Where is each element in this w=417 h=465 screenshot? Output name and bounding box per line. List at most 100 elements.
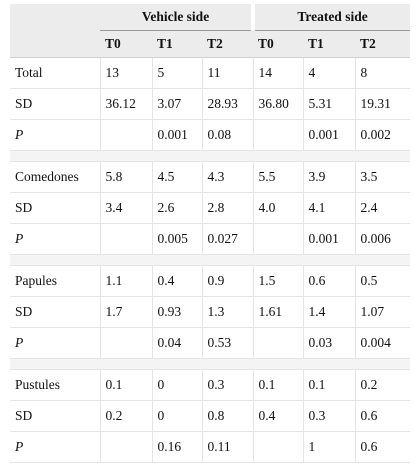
table-row: Pustules 0.1 0 0.3 0.1 0.1 0.2 (10, 369, 411, 401)
row-label: Pustules (10, 369, 100, 401)
row-label: SD (10, 88, 100, 120)
cell: 0.04 (151, 327, 202, 359)
column-header-row: T0 T1 T2 T0 T1 T2 (10, 30, 411, 58)
cell: 0.53 (201, 327, 254, 359)
cell: 3.4 (99, 192, 152, 224)
table-row: Total 13 5 11 14 4 8 (10, 57, 411, 89)
cell: 36.80 (252, 88, 304, 120)
table-row: P 0.16 0.11 1 0.6 (10, 431, 411, 463)
cell: 5.5 (252, 161, 304, 193)
section-spacer (10, 358, 411, 370)
cell: 0.6 (354, 431, 411, 463)
cell (99, 223, 152, 255)
cell: 0.001 (151, 119, 202, 151)
row-label: Total (10, 57, 100, 89)
cell (99, 119, 152, 151)
cell: 0.4 (252, 400, 304, 432)
cell: 0.08 (201, 119, 254, 151)
row-label: SD (10, 400, 100, 432)
table-row: Papules 1.1 0.4 0.9 1.5 0.6 0.5 (10, 265, 411, 297)
cell (252, 431, 304, 463)
row-label: P (10, 119, 100, 151)
cell: 2.4 (354, 192, 411, 224)
cell: 0.001 (302, 119, 356, 151)
cell: 0.6 (354, 400, 411, 432)
cell: 0.4 (151, 265, 202, 297)
table-body: Total 13 5 11 14 4 8 SD 36.12 3.07 28.93 36.80 5.31 1… (10, 57, 411, 463)
cell: 1.5 (252, 265, 304, 297)
cell: 14 (252, 57, 304, 89)
row-label: P (10, 327, 100, 359)
cell: 4.0 (252, 192, 304, 224)
cell: 0.1 (99, 369, 152, 401)
group-header: Vehicle side (100, 4, 254, 31)
cell: 0.03 (302, 327, 356, 359)
cell (252, 119, 304, 151)
cell: 0 (151, 400, 202, 432)
cell: 0.9 (201, 265, 254, 297)
column-header: T2 (202, 30, 254, 58)
cell: 0.1 (252, 369, 304, 401)
cell: 4 (302, 57, 356, 89)
column-header: T2 (355, 30, 411, 58)
cell: 0.2 (354, 369, 411, 401)
table-row: P 0.001 0.08 0.001 0.002 (10, 119, 411, 151)
cell (252, 327, 304, 359)
results-table: Vehicle side Treated side T0 T1 T2 T0 T1 T2 T… (10, 4, 411, 463)
cell: 1.7 (99, 296, 152, 328)
cell: 0.004 (354, 327, 411, 359)
row-label: SD (10, 296, 100, 328)
header-corner (10, 30, 100, 58)
header-corner (10, 4, 100, 31)
cell: 0.6 (302, 265, 356, 297)
table-row: SD 0.2 0 0.8 0.4 0.3 0.6 (10, 400, 411, 432)
spacer-cell (10, 358, 411, 370)
cell: 4.1 (302, 192, 356, 224)
cell (252, 223, 304, 255)
cell: 0.11 (201, 431, 254, 463)
cell: 11 (201, 57, 254, 89)
cell: 0.027 (201, 223, 254, 255)
cell: 1.3 (201, 296, 254, 328)
column-header: T0 (253, 30, 304, 58)
row-label: P (10, 223, 100, 255)
cell: 0.3 (201, 369, 254, 401)
cell: 28.93 (201, 88, 254, 120)
column-header: T1 (303, 30, 356, 58)
cell: 0.5 (354, 265, 411, 297)
section-spacer (10, 150, 411, 162)
column-header: T0 (100, 30, 152, 58)
cell: 1.61 (252, 296, 304, 328)
group-header-row: Vehicle side Treated side (10, 4, 411, 31)
cell: 4.5 (151, 161, 202, 193)
cell: 5.8 (99, 161, 152, 193)
table-row: SD 1.7 0.93 1.3 1.61 1.4 1.07 (10, 296, 411, 328)
cell (99, 431, 152, 463)
cell: 0.3 (302, 400, 356, 432)
cell: 5 (151, 57, 202, 89)
table-row: Comedones 5.8 4.5 4.3 5.5 3.9 3.5 (10, 161, 411, 193)
cell: 3.9 (302, 161, 356, 193)
cell: 8 (354, 57, 411, 89)
row-label: P (10, 431, 100, 463)
group-header: Treated side (251, 4, 411, 31)
table-row: P 0.04 0.53 0.03 0.004 (10, 327, 411, 359)
cell: 2.6 (151, 192, 202, 224)
column-header: T1 (152, 30, 202, 58)
cell: 3.07 (151, 88, 202, 120)
cell: 19.31 (354, 88, 411, 120)
cell: 0.005 (151, 223, 202, 255)
table-row: P 0.005 0.027 0.001 0.006 (10, 223, 411, 255)
cell: 0.1 (302, 369, 356, 401)
section-spacer (10, 254, 411, 266)
cell: 5.31 (302, 88, 356, 120)
spacer-cell (10, 150, 411, 162)
cell: 36.12 (99, 88, 152, 120)
cell: 0.001 (302, 223, 356, 255)
cell: 2.8 (201, 192, 254, 224)
cell: 0.002 (354, 119, 411, 151)
cell: 0.006 (354, 223, 411, 255)
cell (99, 327, 152, 359)
cell: 1.4 (302, 296, 356, 328)
